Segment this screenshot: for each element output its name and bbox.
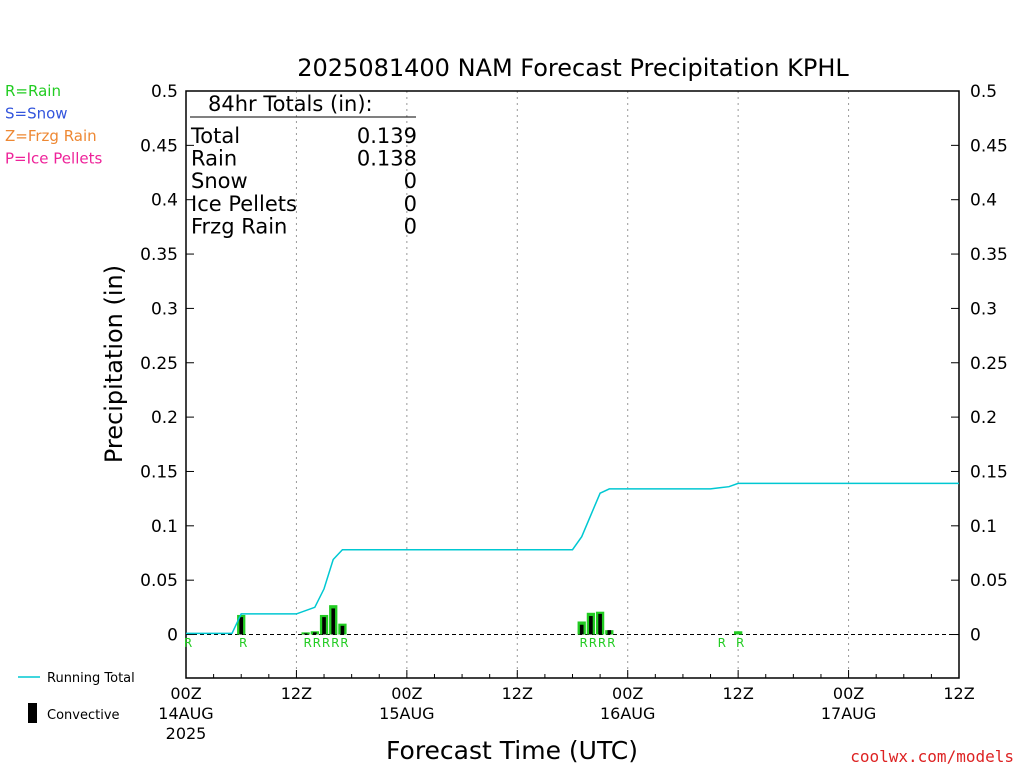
running-total-legend-label: Running Total	[47, 671, 135, 686]
totals-row-label: Rain	[191, 147, 237, 171]
y-axis-label: Precipitation (in)	[100, 265, 128, 463]
totals-row-value: 0.139	[357, 124, 417, 148]
y-tick-label-right: 0.3	[970, 299, 997, 319]
y-tick-label-right: 0	[970, 626, 981, 646]
x-tick-label: 12Z	[502, 684, 533, 703]
y-tick-label-left: 0.4	[151, 191, 178, 211]
x-tick-label: 00Z	[170, 684, 201, 703]
precip-bar	[734, 631, 743, 635]
precip-type-marker: R	[239, 636, 247, 650]
precip-bars	[237, 605, 743, 635]
y-tick-label-left: 0.05	[140, 571, 178, 591]
convective-legend-label: Convective	[47, 708, 120, 723]
totals-row-value: 0.138	[357, 147, 417, 171]
precip-type-marker: R	[607, 636, 615, 650]
convective-bar	[598, 613, 602, 635]
convective-bar	[579, 624, 584, 635]
running-total-line	[186, 482, 959, 635]
precip-type-marker: R	[303, 636, 311, 650]
chart-title: 2025081400 NAM Forecast Precipitation KP…	[297, 54, 849, 82]
y-tick-label-left: 0.1	[151, 517, 178, 537]
precip-type-marker: R	[736, 636, 744, 650]
y-tick-label-left: 0.2	[151, 408, 178, 428]
convective-bar	[589, 616, 593, 635]
precip-type-marker: R	[589, 636, 597, 650]
y-tick-label-right: 0.45	[970, 136, 1008, 156]
series-legend: Running Total Convective	[18, 671, 135, 723]
totals-row-label: Ice Pellets	[191, 192, 297, 216]
convective-bar	[239, 617, 244, 635]
precip-type-legend-item: P=Ice Pellets	[5, 150, 102, 168]
convective-bar	[331, 608, 336, 635]
y-tick-label-left: 0.15	[140, 462, 178, 482]
x-tick-label: 12Z	[281, 684, 312, 703]
x-tick-date: 15AUG	[379, 704, 434, 723]
totals-row-value: 0	[404, 169, 417, 193]
y-tick-label-left: 0.35	[140, 245, 178, 265]
precip-type-legend-item: Z=Frzg Rain	[5, 127, 97, 145]
y-tick-label-left: 0.5	[151, 82, 178, 102]
y-tick-label-left: 0.25	[140, 354, 178, 374]
totals-row-value: 0	[404, 214, 417, 238]
totals-row-value: 0	[404, 192, 417, 216]
precip-type-marker: R	[322, 636, 330, 650]
x-tick-year: 2025	[166, 724, 207, 743]
y-axis: 0 00.05 0.050.1 0.10.15 0.150.2 0.20.25 0.250.…	[140, 82, 1008, 646]
precip-type-marker: R	[331, 636, 339, 650]
x-tick-label: 12Z	[722, 684, 753, 703]
convective-legend-swatch	[28, 703, 37, 723]
y-tick-label-right: 0.1	[970, 517, 997, 537]
plot-frame	[185, 90, 960, 679]
x-tick-date: 14AUG	[158, 704, 213, 723]
totals-box: 84hr Totals (in): Total 0.139 Rain 0.138 Sno…	[190, 92, 417, 238]
totals-row-label: Total	[190, 124, 240, 148]
y-tick-label-right: 0.2	[970, 408, 997, 428]
y-tick-label-right: 0.05	[970, 571, 1008, 591]
y-tick-label-left: 0	[167, 626, 178, 646]
precip-type-legend-item: S=Snow	[5, 105, 68, 123]
x-tick-label: 00Z	[391, 684, 422, 703]
y-tick-label-right: 0.25	[970, 354, 1008, 374]
precip-type-legend: R=Rain S=Snow Z=Frzg Rain P=Ice Pellets	[5, 82, 102, 168]
x-tick-label: 12Z	[943, 684, 974, 703]
convective-bar	[607, 630, 612, 635]
y-tick-label-right: 0.15	[970, 462, 1008, 482]
convective-bar	[313, 632, 317, 635]
y-tick-label-right: 0.35	[970, 245, 1008, 265]
x-tick-label: 00Z	[833, 684, 864, 703]
precip-type-marker: R	[580, 636, 588, 650]
y-tick-label-left: 0.45	[140, 136, 178, 156]
precip-type-marker: R	[313, 636, 321, 650]
y-tick-label-right: 0.5	[970, 82, 997, 102]
credit-text: coolwx.com/models	[850, 747, 1014, 766]
precip-type-legend-item: R=Rain	[5, 82, 61, 100]
totals-row-label: Snow	[191, 169, 248, 193]
y-tick-label-right: 0.4	[970, 191, 997, 211]
x-tick-date: 17AUG	[821, 704, 876, 723]
convective-bar	[322, 617, 326, 635]
convective-bar	[340, 625, 345, 635]
precip-type-marker: R	[718, 636, 726, 650]
x-tick-date: 16AUG	[600, 704, 655, 723]
y-tick-label-left: 0.3	[151, 299, 178, 319]
convective-bar	[303, 633, 308, 635]
x-tick-label: 00Z	[612, 684, 643, 703]
totals-heading: 84hr Totals (in):	[208, 92, 373, 116]
precip-type-marker: R	[598, 636, 606, 650]
x-axis-label: Forecast Time (UTC)	[386, 736, 638, 765]
precip-type-marker: R	[184, 636, 192, 650]
precip-type-marker: R	[340, 636, 348, 650]
totals-row-label: Frzg Rain	[191, 214, 287, 238]
grid-lines	[295, 91, 850, 678]
